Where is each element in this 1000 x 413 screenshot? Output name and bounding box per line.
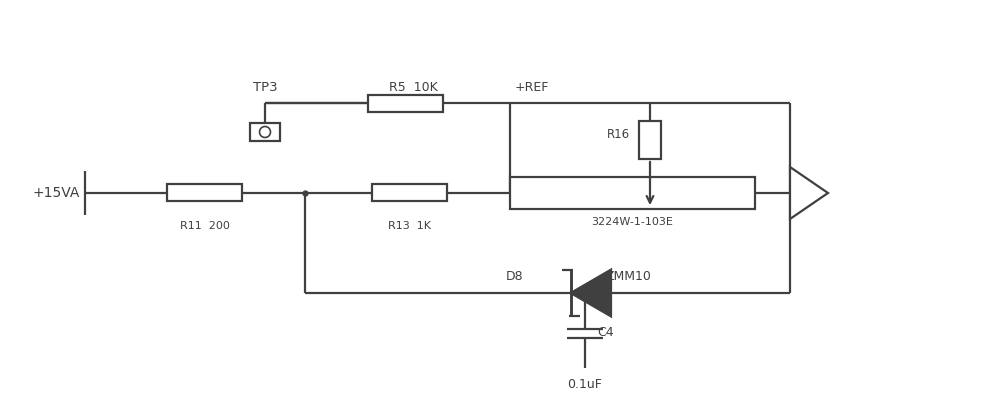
Text: +15VA: +15VA bbox=[33, 186, 80, 200]
Text: TP3: TP3 bbox=[253, 81, 277, 94]
Polygon shape bbox=[790, 167, 828, 219]
Text: R5  10K: R5 10K bbox=[389, 81, 437, 94]
Text: D8: D8 bbox=[505, 270, 523, 283]
Text: +REF: +REF bbox=[515, 81, 549, 94]
Bar bbox=[510, 177, 755, 209]
Bar bbox=[167, 185, 242, 202]
Text: 3224W-1-103E: 3224W-1-103E bbox=[592, 217, 673, 227]
Text: R11  200: R11 200 bbox=[180, 221, 230, 231]
Bar bbox=[250, 123, 280, 141]
Bar bbox=[372, 185, 447, 202]
Text: R13  1K: R13 1K bbox=[388, 221, 431, 231]
Bar bbox=[368, 95, 442, 112]
Text: R16: R16 bbox=[607, 128, 630, 142]
Text: ZMM10: ZMM10 bbox=[605, 270, 651, 283]
Polygon shape bbox=[571, 270, 611, 316]
Text: C4: C4 bbox=[597, 327, 614, 339]
Text: 0.1uF: 0.1uF bbox=[568, 378, 602, 391]
Bar bbox=[639, 121, 661, 159]
